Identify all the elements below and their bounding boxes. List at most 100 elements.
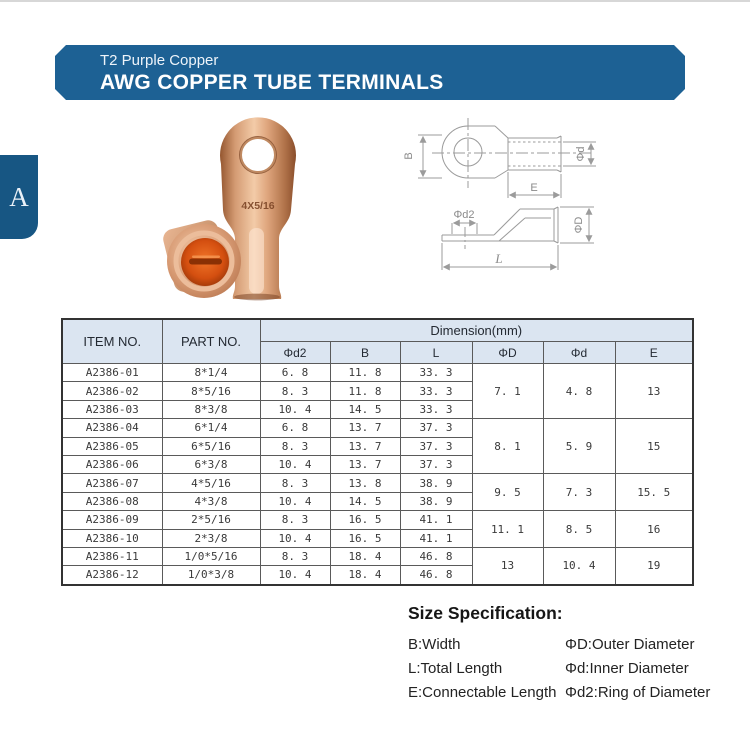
item-no-cell: A2386-07 — [61, 473, 163, 493]
dim-cell: 33. 3 — [399, 362, 473, 383]
table-row: A2386-01 8*1/4 6. 8 11. 8 33. 3 7. 1 4. … — [61, 362, 694, 420]
dim-cell-group: 11. 1 — [471, 510, 544, 548]
table-row: A2386-07 4*5/16 8. 3 13. 8 38. 9 9. 5 7.… — [61, 473, 694, 512]
table-row: A2386-05 6*5/16 8. 3 13. 7 37. 3 — [61, 436, 693, 456]
dim-label-phi-d2: Φd2 — [453, 209, 474, 221]
dim-cell: 8. 3 — [259, 546, 331, 567]
dim-cell: 18. 4 — [329, 565, 401, 586]
dim-cell: 10. 4 — [259, 399, 331, 420]
dim-cell: 13. 7 — [329, 418, 401, 438]
item-no-cell: A2386-06 — [61, 454, 163, 475]
item-no-cell: A2386-04 — [61, 418, 163, 438]
part-no-cell: 4*5/16 — [161, 473, 261, 493]
dim-cell: 10. 4 — [259, 565, 331, 586]
col-header-D: ΦD — [471, 341, 544, 364]
dim-cell: 14. 5 — [329, 399, 401, 420]
col-header-part-no: PART NO. — [161, 318, 261, 364]
item-no-cell: A2386-12 — [61, 565, 163, 586]
dim-cell-group: 19 — [614, 546, 694, 586]
dim-label-phi-D: ΦD — [573, 217, 585, 234]
part-no-cell: 1/0*5/16 — [161, 546, 261, 567]
dim-cell: 38. 9 — [399, 473, 473, 493]
product-photo: 4X5/16 — [163, 117, 296, 301]
item-no-cell: A2386-08 — [61, 491, 163, 512]
dim-cell: 8. 3 — [259, 510, 331, 530]
dim-cell-group: 15 — [614, 418, 694, 475]
dim-cell: 10. 4 — [259, 491, 331, 512]
dim-cell: 11. 8 — [329, 362, 401, 383]
dim-cell: 37. 3 — [399, 418, 473, 438]
dim-label-e: E — [530, 182, 537, 194]
size-specification: Size Specification: B:Width ΦD:Outer Dia… — [408, 603, 710, 701]
table-row: A2386-11 1/0*5/16 8. 3 18. 4 46. 8 13 10… — [61, 546, 694, 586]
item-no-cell: A2386-09 — [61, 510, 163, 530]
legend-phi-d2: Φd2:Ring of Diameter — [565, 684, 711, 701]
dim-cell: 33. 3 — [399, 381, 473, 401]
dim-cell: 6. 8 — [259, 362, 331, 383]
dim-cell-group: 15. 5 — [614, 473, 694, 512]
table-row: A2386-04 6*1/4 6. 8 13. 7 37. 3 8. 1 5. … — [61, 418, 694, 475]
index-tab-label: A — [9, 181, 29, 212]
part-no-cell: 8*5/16 — [161, 381, 261, 401]
table-row: A2386-02 8*5/16 8. 3 11. 8 33. 3 — [61, 381, 693, 401]
part-no-cell: 8*1/4 — [161, 362, 261, 383]
dim-label-phi-d: Φd — [575, 147, 587, 162]
part-no-cell: 2*3/8 — [161, 528, 261, 548]
item-no-cell: A2386-01 — [61, 362, 163, 383]
col-header-b: B — [329, 341, 401, 364]
dim-cell: 6. 8 — [259, 418, 331, 438]
col-header-d2: Φd2 — [259, 341, 331, 364]
dim-cell: 8. 3 — [259, 473, 331, 493]
dim-cell: 46. 8 — [399, 565, 473, 586]
col-header-e: E — [614, 341, 694, 364]
legend-e: E:Connectable Length — [408, 684, 557, 701]
col-header-dimension: Dimension(mm) — [259, 318, 694, 342]
table-row: A2386-06 6*3/8 10. 4 13. 7 37. 3 — [61, 454, 693, 475]
banner-subtitle: T2 Purple Copper — [100, 52, 219, 69]
banner-title: AWG COPPER TUBE TERMINALS — [100, 71, 444, 94]
dim-cell: 8. 3 — [259, 436, 331, 456]
table-row: A2386-03 8*3/8 10. 4 14. 5 33. 3 — [61, 399, 693, 420]
dim-cell-group: 16 — [614, 510, 694, 548]
dim-cell: 18. 4 — [329, 546, 401, 567]
dim-cell: 8. 3 — [259, 381, 331, 401]
dim-label-l: L — [494, 251, 502, 266]
part-no-cell: 2*5/16 — [161, 510, 261, 530]
col-header-d: Φd — [542, 341, 616, 364]
index-tab-a: A — [0, 155, 38, 239]
dim-cell-group: 10. 4 — [542, 546, 616, 586]
dim-cell-group: 7. 3 — [542, 473, 616, 512]
dim-cell: 41. 1 — [399, 528, 473, 548]
part-no-cell: 6*1/4 — [161, 418, 261, 438]
col-header-l: L — [399, 341, 473, 364]
page-top-divider — [0, 0, 750, 2]
title-banner: T2 Purple Copper AWG COPPER TUBE TERMINA… — [55, 45, 685, 100]
part-no-cell: 8*3/8 — [161, 399, 261, 420]
dim-cell: 37. 3 — [399, 454, 473, 475]
top-view-hole — [453, 137, 483, 167]
legend-phi-d: Φd:Inner Diameter — [565, 660, 689, 677]
item-no-cell: A2386-02 — [61, 381, 163, 401]
col-header-item-no: ITEM NO. — [61, 318, 163, 364]
dimension-table: ITEM NO. PART NO. Dimension(mm) Φd2 B L … — [61, 318, 694, 586]
legend-l: L:Total Length — [408, 660, 503, 677]
dim-cell-group: 8. 5 — [542, 510, 616, 548]
copper-lug-end-view — [163, 220, 241, 298]
dim-cell: 11. 8 — [329, 381, 401, 401]
dim-cell: 41. 1 — [399, 510, 473, 530]
dim-cell: 10. 4 — [259, 454, 331, 475]
dim-cell-group: 8. 1 — [471, 418, 544, 475]
dim-cell-group: 13 — [471, 546, 544, 586]
dim-cell: 33. 3 — [399, 399, 473, 420]
part-no-cell: 6*5/16 — [161, 436, 261, 456]
dim-cell-group: 9. 5 — [471, 473, 544, 512]
item-no-cell: A2386-05 — [61, 436, 163, 456]
dim-cell: 10. 4 — [259, 528, 331, 548]
dim-cell: 37. 3 — [399, 436, 473, 456]
dim-cell-group: 7. 1 — [471, 362, 544, 420]
dim-cell-group: 4. 8 — [542, 362, 616, 420]
dim-cell-group: 13 — [614, 362, 694, 420]
table-row: A2386-10 2*3/8 10. 4 16. 5 41. 1 — [61, 528, 693, 548]
dim-cell: 13. 7 — [329, 436, 401, 456]
legend-b: B:Width — [408, 636, 461, 653]
